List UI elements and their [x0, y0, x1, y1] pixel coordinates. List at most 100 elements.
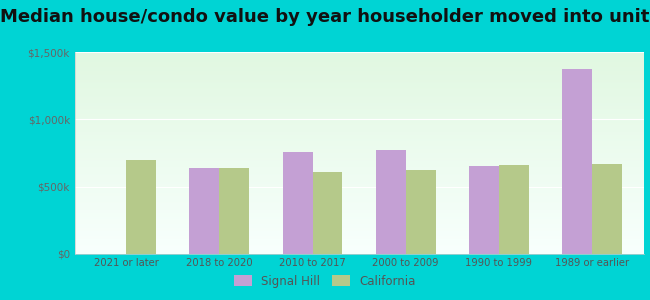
Bar	[499, 165, 529, 253]
Bar	[75, 84, 644, 85]
Bar	[75, 59, 644, 61]
Bar	[75, 188, 644, 189]
Bar	[75, 93, 644, 94]
Bar	[75, 53, 644, 55]
Bar	[376, 150, 406, 254]
Bar	[75, 150, 644, 151]
Bar	[75, 165, 644, 166]
Bar	[75, 119, 644, 120]
Bar	[75, 74, 644, 75]
Bar	[75, 215, 644, 216]
Bar	[75, 248, 644, 250]
Bar	[75, 244, 644, 245]
Bar	[75, 250, 644, 251]
Bar	[75, 207, 644, 208]
Bar	[75, 169, 644, 170]
Bar	[75, 177, 644, 178]
Bar	[75, 198, 644, 199]
Bar	[75, 61, 644, 62]
Bar	[75, 95, 644, 96]
Bar	[75, 116, 644, 117]
Bar	[75, 135, 644, 136]
Bar	[75, 251, 644, 253]
Bar	[75, 211, 644, 212]
Legend: Signal Hill, California: Signal Hill, California	[231, 271, 419, 291]
Bar	[75, 157, 644, 158]
Bar	[75, 132, 644, 133]
Bar	[75, 79, 644, 80]
Bar	[313, 172, 343, 254]
Bar	[75, 193, 644, 194]
Bar	[75, 92, 644, 93]
Bar	[75, 152, 644, 153]
Bar	[75, 218, 644, 219]
Bar	[75, 121, 644, 122]
Bar	[75, 62, 644, 64]
Bar	[75, 147, 644, 148]
Bar	[75, 234, 644, 236]
Bar	[75, 120, 644, 121]
Bar	[75, 225, 644, 226]
Bar	[75, 179, 644, 180]
Bar	[75, 245, 644, 247]
Bar	[75, 86, 644, 87]
Bar	[75, 216, 644, 217]
Bar	[75, 240, 644, 242]
Bar	[75, 156, 644, 157]
Bar	[75, 103, 644, 104]
Bar	[75, 166, 644, 167]
Bar	[75, 176, 644, 177]
Bar	[75, 138, 644, 139]
Bar	[75, 212, 644, 213]
Bar	[75, 154, 644, 155]
Bar	[75, 205, 644, 206]
Bar	[75, 172, 644, 173]
Bar	[75, 206, 644, 207]
Bar	[75, 102, 644, 103]
Bar	[75, 214, 644, 215]
Bar	[75, 200, 644, 201]
Bar	[75, 213, 644, 214]
Bar	[75, 130, 644, 131]
Bar	[75, 190, 644, 191]
Bar	[75, 66, 644, 67]
Bar	[75, 210, 644, 211]
Bar	[75, 192, 644, 193]
Bar	[75, 110, 644, 111]
Bar	[75, 94, 644, 95]
Bar	[75, 189, 644, 190]
Bar	[75, 160, 644, 161]
Bar	[75, 140, 644, 141]
Bar	[75, 170, 644, 171]
Bar	[219, 168, 249, 254]
Bar	[562, 69, 592, 254]
Bar	[75, 104, 644, 105]
Bar	[75, 137, 644, 138]
Bar	[75, 52, 644, 53]
Bar	[75, 204, 644, 205]
Bar	[75, 223, 644, 224]
Bar	[75, 69, 644, 70]
Bar	[75, 125, 644, 126]
Bar	[75, 227, 644, 228]
Bar	[75, 202, 644, 203]
Bar	[75, 98, 644, 99]
Bar	[75, 183, 644, 184]
Bar	[75, 111, 644, 112]
Bar	[75, 222, 644, 223]
Bar	[75, 143, 644, 144]
Bar	[75, 174, 644, 175]
Bar	[75, 247, 644, 248]
Bar	[75, 129, 644, 130]
Bar	[75, 124, 644, 125]
Bar	[75, 87, 644, 88]
Bar	[75, 97, 644, 98]
Bar	[75, 101, 644, 102]
Bar	[75, 89, 644, 90]
Bar	[75, 139, 644, 140]
Bar	[75, 96, 644, 97]
Bar	[75, 151, 644, 152]
Bar	[75, 231, 644, 232]
Bar	[75, 100, 644, 101]
Bar	[75, 131, 644, 132]
